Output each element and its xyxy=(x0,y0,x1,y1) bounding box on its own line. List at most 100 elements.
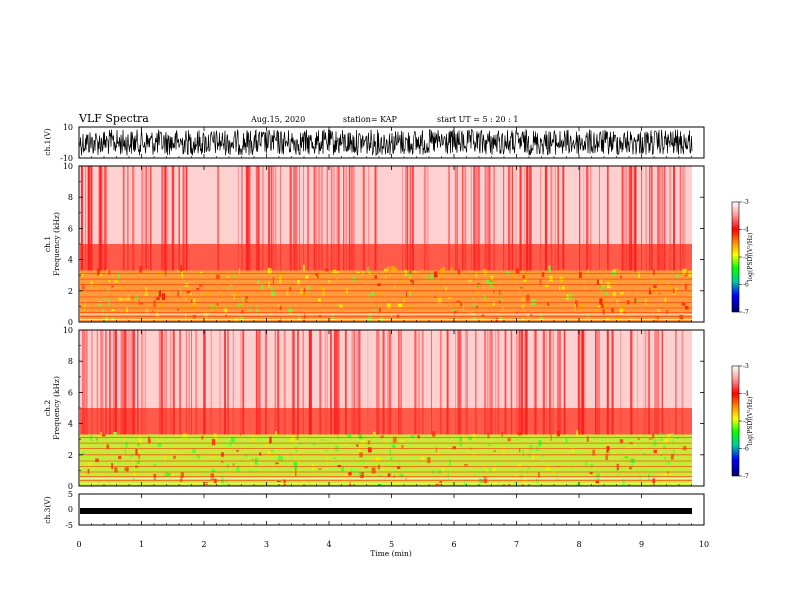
spectrogram-cell xyxy=(335,270,340,274)
spectrogram-streak xyxy=(185,330,187,435)
spectrogram-cell xyxy=(146,308,148,314)
spectrogram-streak xyxy=(530,166,532,271)
spectrogram-cell xyxy=(387,473,391,477)
start-time-label: start UT = 5 : 20 : 1 xyxy=(437,115,518,124)
colorbar-tick-label: -6 xyxy=(743,446,749,453)
ytick-label: 4 xyxy=(68,420,73,429)
spectrogram-streak xyxy=(141,166,143,271)
spectrogram-cell xyxy=(317,298,321,302)
spectrogram-cell xyxy=(629,466,632,470)
spectrogram-cell xyxy=(164,472,169,477)
spectrogram-streak xyxy=(562,166,564,271)
spectrogram-cell xyxy=(500,290,504,293)
spectrogram-streak xyxy=(289,166,292,271)
spectrogram-cell xyxy=(295,469,297,476)
spectrogram-cell xyxy=(333,457,337,459)
spectrogram-cell xyxy=(156,297,160,301)
spectrogram-streak xyxy=(126,330,128,435)
spectrogram-cell xyxy=(306,473,310,476)
spectrogram-cell xyxy=(574,304,576,311)
spectrogram-streak xyxy=(456,166,458,271)
spectrogram-streak xyxy=(495,330,497,435)
spectrogram-cell xyxy=(288,308,293,315)
ch2-spectrogram-yticks: 0 2 4 6 8 10 xyxy=(63,326,704,491)
spectrogram-cell xyxy=(408,305,412,309)
ch1-ytick-top: 10 xyxy=(63,123,73,132)
spectrogram-cell xyxy=(295,461,300,463)
spectrogram-cell xyxy=(649,287,651,293)
spectrogram-cell xyxy=(668,283,671,288)
spectrogram-cell xyxy=(270,287,273,291)
spectrogram-cell xyxy=(318,468,322,470)
spectrogram-cell xyxy=(616,471,620,475)
spectrogram-cell xyxy=(243,468,245,470)
spectrogram-cell xyxy=(475,305,478,309)
spectrogram-cell xyxy=(397,461,400,464)
spectrogram-cell xyxy=(101,309,104,315)
spectrogram-cell xyxy=(249,305,251,313)
spectrogram-cell xyxy=(224,307,228,314)
spectrogram-cell xyxy=(211,469,215,473)
spectrogram-streak xyxy=(182,166,185,271)
spectrogram-cell xyxy=(409,290,411,295)
spectrogram-streak xyxy=(447,330,449,435)
spectrogram-streak xyxy=(344,330,347,435)
spectrogram-cell xyxy=(144,294,149,296)
spectrogram-cell xyxy=(605,453,609,461)
spectrogram-cell xyxy=(579,303,584,310)
date-label: Aug.15, 2020 xyxy=(250,115,305,124)
spectrogram-cell xyxy=(475,271,477,278)
spectrogram-cell xyxy=(652,433,655,440)
spectrogram-cell xyxy=(226,276,231,278)
spectrogram-cell xyxy=(457,269,461,275)
spectrogram-cell xyxy=(205,469,207,472)
spectrogram-cell xyxy=(521,296,525,302)
spectrogram-cell xyxy=(439,268,443,276)
spectrogram-cell xyxy=(659,454,663,457)
spectrogram-cell xyxy=(648,438,652,440)
spectrogram-streak xyxy=(128,330,130,435)
spectrogram-cell xyxy=(226,277,230,280)
spectrogram-streak xyxy=(144,166,146,271)
spectrogram-cell xyxy=(571,447,575,453)
spectrogram-cell xyxy=(403,298,405,303)
spectrogram-cell xyxy=(442,466,445,472)
spectrogram-streak xyxy=(203,330,206,435)
spectrogram-cell xyxy=(653,449,657,453)
spectrogram-cell xyxy=(259,452,262,456)
ch2-spectrogram-ylabel-line1: ch.2 xyxy=(43,400,52,416)
spectrogram-cell xyxy=(651,278,655,281)
spectrogram-cell xyxy=(196,454,201,459)
spectrogram-cell xyxy=(660,432,663,436)
spectrogram-cell xyxy=(199,284,203,288)
spectrogram-cell xyxy=(666,464,668,469)
spectrogram-streak xyxy=(330,330,332,435)
spectrogram-cell xyxy=(447,482,449,485)
spectrogram-cell xyxy=(82,284,85,290)
colorbar-tick-label: -5 xyxy=(743,254,749,261)
spectrogram-streak xyxy=(324,330,326,435)
spectrogram-cell xyxy=(313,443,316,445)
spectrogram-cell xyxy=(307,286,311,293)
spectrogram-cell xyxy=(472,314,476,321)
spectrogram-streak xyxy=(219,330,221,435)
spectrogram-cell xyxy=(482,450,484,452)
spectrogram-cell xyxy=(98,301,103,303)
spectrogram-cell xyxy=(255,306,259,314)
spectrogram-streak xyxy=(647,330,650,435)
colorbar-tick-label: -4 xyxy=(743,227,749,234)
spectrogram-cell xyxy=(304,437,307,440)
spectrogram-cell xyxy=(568,466,573,469)
xtick-label: 2 xyxy=(201,540,206,549)
spectrogram-streak xyxy=(431,330,432,435)
spectrogram-cell xyxy=(173,455,176,459)
spectrogram-streak xyxy=(255,330,257,435)
spectrogram-cell xyxy=(225,314,228,317)
spectrogram-cell xyxy=(147,436,151,444)
spectrogram-cell xyxy=(107,269,111,275)
spectrogram-streak xyxy=(681,330,684,435)
spectrogram-cell xyxy=(145,287,147,294)
spectrogram-cell xyxy=(218,479,220,481)
spectrogram-cell xyxy=(273,453,275,460)
ch3-ytick-mid: 0 xyxy=(68,505,73,514)
